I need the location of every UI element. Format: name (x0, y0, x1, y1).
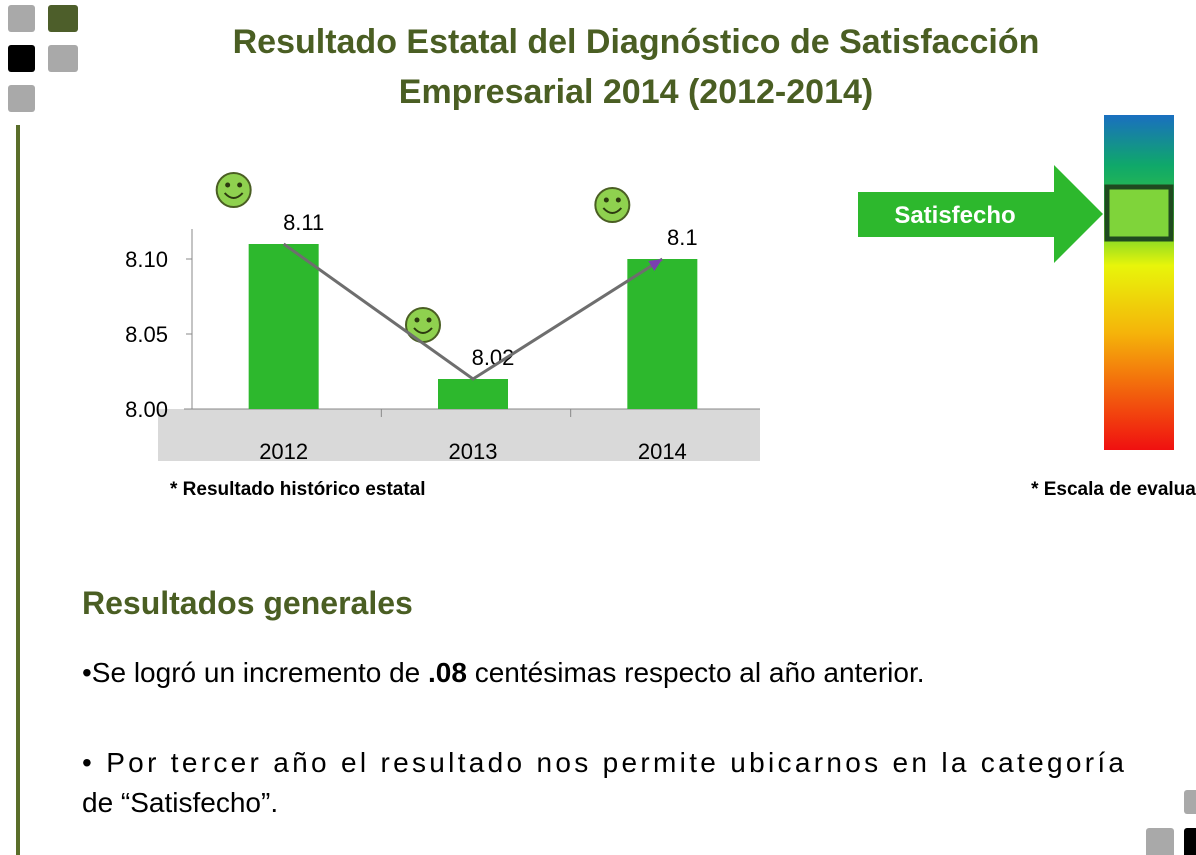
deco-square (8, 5, 35, 32)
bullet-text: •Se logró un incremento de (82, 657, 428, 688)
smiley-eye (615, 197, 621, 203)
smiley-eye (426, 317, 432, 323)
bar (627, 259, 698, 409)
smiley-mouth (602, 207, 623, 214)
scale-note: * Escala de evaluación (1031, 479, 1196, 500)
bullet-text: centésimas respecto al año anterior. (467, 657, 925, 688)
y-tick-label: 8.00 (125, 397, 168, 422)
deco-square (48, 45, 78, 72)
chart-note: * Resultado histórico estatal (170, 479, 426, 500)
scale-label: Satisfecho (894, 202, 1015, 229)
section-heading: Resultados generales (82, 585, 413, 621)
smiley-eye (237, 182, 243, 188)
x-tick-label: 2014 (638, 439, 687, 464)
title: Resultado Estatal del Diagnóstico de Sat… (233, 23, 1040, 61)
x-tick-label: 2012 (259, 439, 308, 464)
bar (438, 379, 508, 409)
smiley-eye (414, 317, 420, 323)
trend-arrowhead (648, 259, 663, 271)
deco-rule (16, 125, 20, 855)
x-tick-label: 2013 (449, 439, 498, 464)
trend-line (282, 242, 664, 381)
deco-square (1146, 828, 1174, 855)
smiley-eye (603, 197, 609, 203)
bullet: • Por tercer año el resultado nos permit… (82, 747, 1124, 778)
smiley (594, 187, 631, 223)
smiley (405, 307, 441, 343)
smiley-mouth (413, 327, 433, 334)
bar (248, 244, 319, 409)
y-tick-label: 8.05 (125, 322, 168, 347)
smiley (215, 172, 252, 208)
bullet: •Se logró un incremento de .08 centésima… (82, 657, 925, 688)
deco-square (8, 85, 35, 112)
title: Empresarial 2014 (2012-2014) (399, 73, 873, 111)
deco-square (8, 45, 35, 72)
y-tick-label: 8.10 (125, 247, 168, 272)
deco-square (1184, 790, 1196, 814)
deco-square (48, 5, 78, 32)
bullet: de “Satisfecho”. (82, 787, 278, 818)
smiley-mouth (223, 192, 244, 199)
data-label: 8.1 (667, 225, 698, 250)
evaluation-scale (1104, 115, 1174, 450)
smiley-eye (225, 182, 231, 188)
bullet-bold: .08 (428, 657, 467, 688)
x-axis-band (158, 409, 760, 461)
scale-arrow (858, 165, 1103, 263)
scale-highlight (1104, 184, 1174, 242)
data-label: 8.11 (283, 210, 324, 235)
deco-square (1184, 828, 1196, 855)
